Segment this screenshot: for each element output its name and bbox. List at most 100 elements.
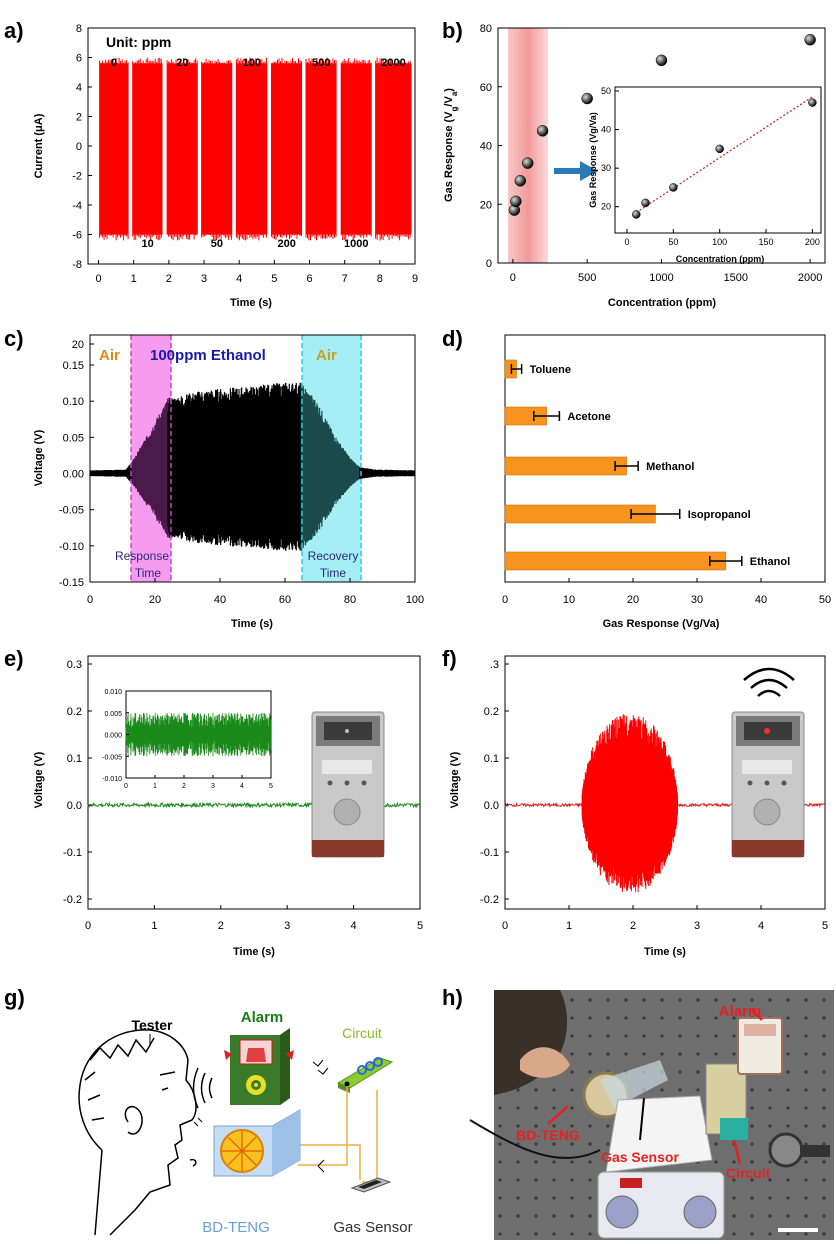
panel-e-inset-y-tick-label: -0.010	[102, 776, 122, 783]
table-hole	[516, 1106, 520, 1110]
table-hole	[642, 1016, 646, 1020]
panel-h-tube	[600, 1060, 668, 1108]
sound-waves-icon	[192, 1067, 213, 1109]
table-hole	[624, 1052, 628, 1056]
panel-e-inset-x-tick-label: 4	[240, 783, 244, 790]
table-hole	[570, 1052, 574, 1056]
panel-a-bottom-label: 50	[211, 238, 223, 250]
table-hole	[696, 1088, 700, 1092]
panel-a-top-label: 2000	[381, 57, 405, 69]
table-hole	[606, 1016, 610, 1020]
panel-a-x-tick-label: 4	[236, 273, 242, 285]
table-hole	[606, 1142, 610, 1146]
panel-d-x-tick-label: 50	[819, 594, 831, 606]
table-hole	[570, 1160, 574, 1164]
panel-c-x-tick-label: 60	[279, 594, 291, 606]
panel-c-air-label-1: Air	[99, 347, 120, 364]
table-hole	[768, 1232, 772, 1236]
panel-a-y-label: Current (μA)	[33, 113, 45, 178]
panel-a: a) -8 -6 -4 -2 0 2 4 6 8 0 1 2 3 4 5 6 7 8 9 Unit: ppm 0 2…	[4, 18, 418, 309]
panel-e-y-tick-label: 0.1	[67, 753, 82, 765]
panel-a-segment-spikes	[99, 57, 129, 241]
table-hole	[588, 1214, 592, 1218]
table-hole	[516, 1088, 520, 1092]
table-hole	[588, 1034, 592, 1038]
table-hole	[732, 1160, 736, 1164]
table-hole	[588, 1052, 592, 1056]
table-hole	[624, 1016, 628, 1020]
panel-a-top-label: 500	[312, 57, 330, 69]
table-hole	[660, 1088, 664, 1092]
panel-d-x-tick-label: 10	[563, 594, 575, 606]
table-hole	[570, 1124, 574, 1128]
panel-b-inset-point	[632, 210, 641, 219]
alarm-label: Alarm	[241, 1009, 284, 1026]
panel-h-knob-right	[683, 1195, 717, 1229]
table-hole	[822, 1142, 826, 1146]
panel-b-x-label: Concentration (ppm)	[608, 297, 716, 309]
panel-e-y-tick-label: 0.0	[67, 800, 82, 812]
table-hole	[552, 1142, 556, 1146]
tester-label: Tester	[132, 1017, 174, 1033]
bar-label-toluene: Toluene	[530, 364, 571, 376]
panel-e-inset-noise	[125, 712, 272, 757]
table-hole	[804, 1160, 808, 1164]
table-hole	[822, 1160, 826, 1164]
table-hole	[696, 1070, 700, 1074]
panel-e-x-tick-label: 1	[151, 920, 157, 932]
panel-c-y-label: Voltage (V)	[33, 429, 45, 486]
panel-a-x-ticks: 0 1 2 3 4 5 6 7 8 9	[95, 260, 418, 285]
table-hole	[498, 1160, 502, 1164]
table-hole	[552, 1106, 556, 1110]
table-hole	[714, 1160, 718, 1164]
panel-e-label: e)	[4, 646, 24, 671]
table-hole	[768, 1160, 772, 1164]
table-hole	[714, 1052, 718, 1056]
panel-e: e) 0.3 0.2 0.1 0.0 -0.1 -0.2 0 1 2 3 4 5 0.010 0.00…	[4, 646, 423, 958]
table-hole	[552, 1160, 556, 1164]
panel-c-response-signal	[131, 398, 169, 538]
panel-d-x-label: Gas Response (Vg/Va)	[603, 618, 720, 630]
panel-b-point	[514, 175, 527, 187]
bar-label-acetone: Acetone	[567, 411, 610, 423]
table-hole	[534, 1106, 538, 1110]
table-hole	[552, 1088, 556, 1092]
panel-h: h) Alarm BD-TENG Gas Sensor Cir	[442, 985, 834, 1240]
table-hole	[516, 1232, 520, 1236]
panel-h-sensor-pointer	[639, 1097, 645, 1141]
panel-a-x-tick-label: 6	[306, 273, 312, 285]
table-hole	[786, 1106, 790, 1110]
panel-a-y-tick-label: -2	[72, 171, 82, 183]
panel-b-inset-y-tick-label: 40	[601, 125, 611, 135]
table-hole	[786, 1232, 790, 1236]
panel-a-x-tick-label: 7	[342, 273, 348, 285]
panel-e-inset-y-tick-label: -0.005	[102, 754, 122, 761]
table-hole	[822, 1034, 826, 1038]
table-hole	[570, 998, 574, 1002]
table-hole	[642, 998, 646, 1002]
panel-a-x-label: Time (s)	[230, 297, 272, 309]
panel-a-x-tick-label: 3	[201, 273, 207, 285]
panel-a-segment-spikes	[235, 57, 267, 241]
table-hole	[786, 1016, 790, 1020]
panel-a-x-tick-label: 2	[166, 273, 172, 285]
panel-h-circuit-arrow	[732, 1139, 742, 1165]
table-hole	[768, 1196, 772, 1200]
table-hole	[696, 998, 700, 1002]
table-hole	[606, 998, 610, 1002]
table-hole	[660, 1052, 664, 1056]
panel-d-x-ticks: 0 10 20 30 40 50	[502, 578, 831, 606]
panel-c-y-tick-label: 0.15	[63, 360, 84, 372]
table-hole	[804, 1142, 808, 1146]
table-hole	[534, 1178, 538, 1182]
panel-f-y-tick-label: .3	[490, 659, 499, 671]
panel-c-label: c)	[4, 326, 24, 351]
table-hole	[498, 1142, 502, 1146]
panel-a-segment-spikes	[271, 58, 302, 240]
table-hole	[804, 1124, 808, 1128]
panel-b-point	[536, 125, 549, 137]
signal-break-icon	[312, 1059, 329, 1075]
table-hole	[498, 1232, 502, 1236]
table-hole	[822, 1178, 826, 1182]
panel-f-x-ticks: 0 1 2 3 4 5	[502, 905, 828, 932]
